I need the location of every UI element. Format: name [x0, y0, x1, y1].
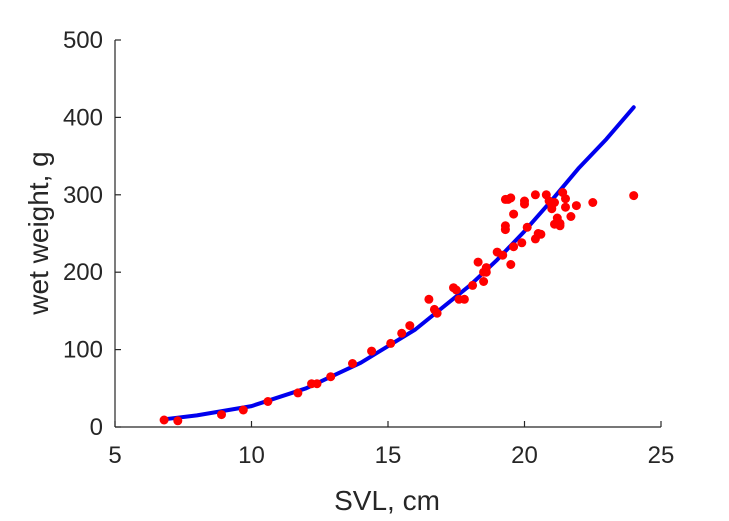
fit-curve — [162, 105, 636, 422]
x-tick-label: 5 — [108, 442, 121, 469]
data-point — [405, 321, 415, 331]
data-point — [367, 346, 377, 356]
data-point — [263, 397, 273, 406]
y-tick-label: 100 — [63, 337, 103, 364]
data-point — [424, 294, 434, 304]
data-point — [173, 416, 183, 426]
data-point — [561, 202, 570, 212]
y-axis-label: wet weight, g — [23, 151, 54, 315]
data-point — [509, 209, 519, 219]
x-tick-label: 15 — [375, 442, 402, 469]
data-point — [520, 196, 529, 206]
data-point — [386, 338, 396, 348]
data-point — [348, 359, 357, 368]
data-point — [481, 267, 491, 277]
data-point — [468, 280, 478, 290]
data-point — [397, 328, 407, 338]
data-point — [530, 190, 540, 200]
y-tick-label: 300 — [63, 182, 103, 209]
y-tick-label: 400 — [63, 104, 103, 131]
data-point — [522, 222, 532, 232]
data-point — [473, 257, 483, 267]
plot-area — [159, 105, 639, 426]
data-point — [451, 285, 461, 295]
data-point — [293, 388, 303, 398]
data-point — [571, 201, 581, 211]
y-tick-label: 500 — [63, 27, 103, 54]
data-point — [238, 405, 248, 415]
y-tick-label: 0 — [90, 414, 103, 441]
data-point — [479, 277, 489, 286]
data-point — [459, 294, 469, 304]
axes: 5 10 15 20 25 0 100 200 300 400 500 — [63, 27, 674, 469]
data-point — [629, 191, 639, 201]
data-point — [326, 372, 336, 382]
data-point — [500, 225, 510, 235]
data-point — [509, 242, 519, 252]
x-tick-label: 25 — [648, 442, 675, 469]
data-point — [536, 229, 546, 239]
data-point — [506, 193, 516, 203]
data-point — [588, 198, 598, 207]
data-point — [550, 198, 559, 207]
data-point — [517, 238, 527, 248]
x-axis-label: SVL, cm — [334, 485, 440, 516]
x-tick-label: 10 — [238, 442, 265, 469]
data-point — [498, 250, 508, 260]
data-point — [555, 221, 565, 231]
data-point — [506, 260, 516, 269]
data-point — [566, 212, 576, 221]
data-point — [312, 379, 322, 389]
data-point — [432, 308, 442, 318]
data-point — [561, 194, 570, 204]
x-tick-label: 20 — [511, 442, 538, 469]
y-tick-label: 200 — [63, 259, 103, 286]
data-point — [159, 415, 169, 425]
data-point — [217, 410, 226, 420]
